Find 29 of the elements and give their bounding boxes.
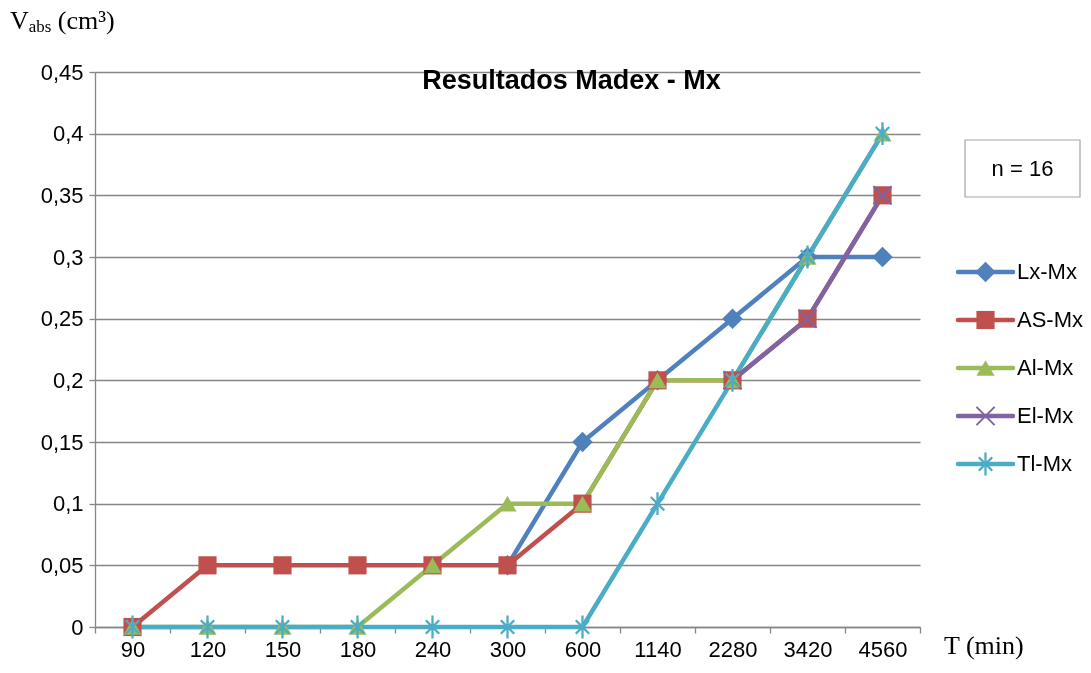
- y-tick-label: 0,15: [40, 429, 84, 455]
- y-tick-label: 0,2: [52, 367, 84, 393]
- x-tick-label: 4560: [858, 636, 908, 662]
- text: n = 16: [991, 155, 1054, 181]
- x-tick-label: 300: [489, 636, 527, 662]
- x-axis-title: T (min): [944, 631, 1024, 660]
- x-tick-label: 2280: [708, 636, 758, 662]
- x-tick-label: 150: [264, 636, 302, 662]
- y-tick-label: 0,45: [40, 59, 84, 85]
- chart-title: Resultados Madex - Mx: [422, 65, 721, 95]
- x-tick-label: 120: [189, 636, 227, 662]
- y-tick-label: 0,1: [52, 491, 84, 517]
- x-tick-label: 3420: [783, 636, 833, 662]
- x-tick-label: 1140: [634, 636, 682, 662]
- y-tick-label: 0,35: [40, 182, 84, 208]
- legend-label: Tl-Mx: [1017, 451, 1072, 476]
- legend-label: El-Mx: [1017, 403, 1074, 428]
- x-tick-label: 90: [120, 636, 146, 662]
- y-tick-label: 0,3: [52, 244, 84, 270]
- x-tick-label: 180: [339, 636, 377, 662]
- y-tick-label: 0: [71, 614, 84, 640]
- x-tick-label: 240: [414, 636, 452, 662]
- y-tick-label: 0,4: [52, 121, 84, 147]
- legend-label: Al-Mx: [1017, 355, 1074, 380]
- legend-label: AS-Mx: [1017, 307, 1083, 332]
- y-tick-label: 0,25: [40, 306, 84, 332]
- legend-label: Lx-Mx: [1017, 259, 1077, 284]
- y-tick-label: 0,05: [40, 552, 84, 578]
- x-tick-label: 600: [564, 636, 602, 662]
